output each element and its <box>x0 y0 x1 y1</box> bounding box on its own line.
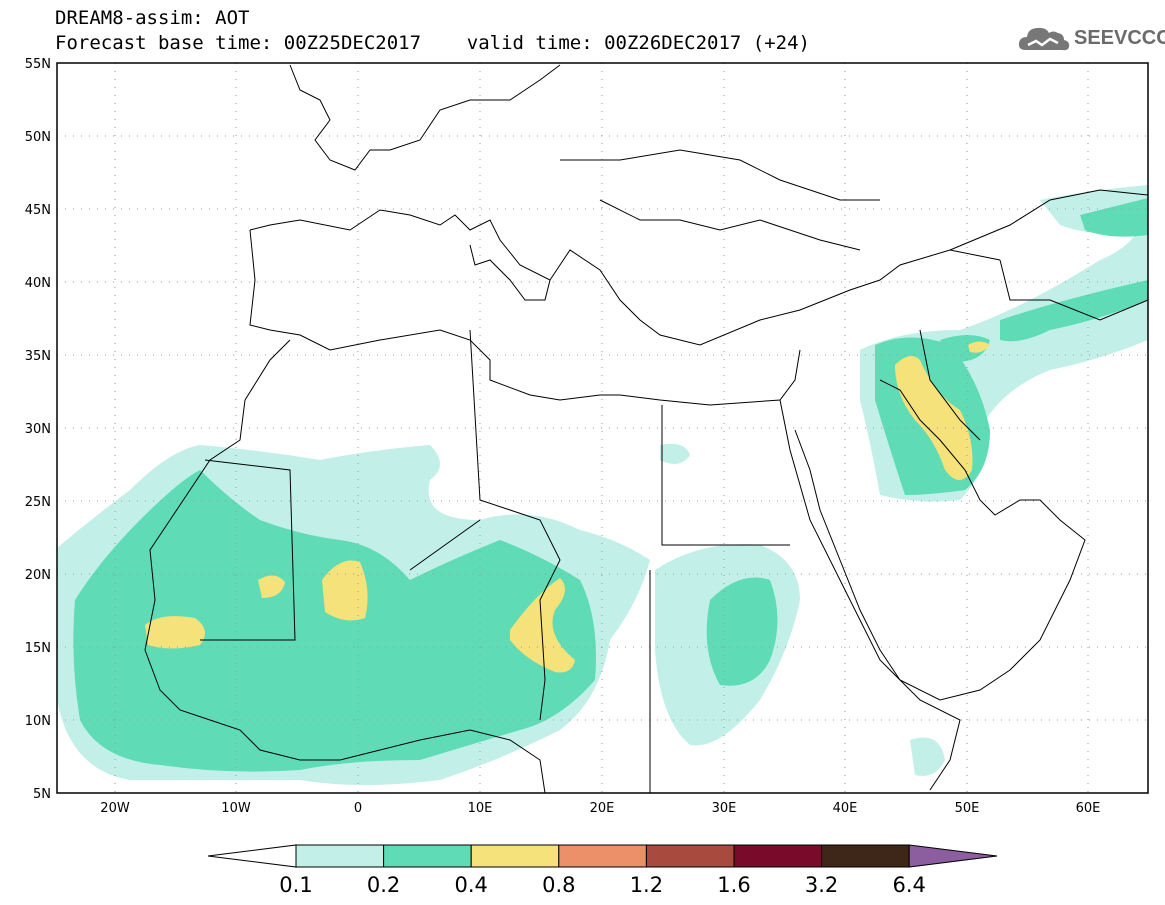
lat-label: 5N <box>33 787 51 802</box>
lat-label: 35N <box>25 349 51 364</box>
lon-label: 30E <box>712 801 737 816</box>
lat-label: 40N <box>25 276 51 291</box>
colorbar-label: 1.2 <box>630 873 663 897</box>
colorbar-label: 0.1 <box>279 873 312 897</box>
lat-label: 25N <box>25 495 51 510</box>
lon-label: 50E <box>955 801 980 816</box>
colorbar-swatch <box>295 844 385 868</box>
colorbar-high-arrow <box>908 844 998 868</box>
cloud-logo-icon <box>1018 27 1070 51</box>
lat-label: 10N <box>25 714 51 729</box>
lat-axis: 55N 50N 45N 40N 35N 30N 25N 20N 15N 10N … <box>25 57 51 802</box>
lon-label: 20E <box>590 801 615 816</box>
logo: SEEVCCC <box>1016 20 1165 60</box>
lon-axis: 20W 10W 0 10E 20E 30E 40E 50E 60E <box>100 801 1100 816</box>
colorbar-low-arrow <box>207 844 297 868</box>
map-frame <box>56 62 1149 794</box>
colorbar-swatch <box>470 844 560 868</box>
lat-label: 15N <box>25 641 51 656</box>
logo-text: SEEVCCC <box>1074 27 1165 49</box>
lat-label: 20N <box>25 568 51 583</box>
colorbar-label: 3.2 <box>805 873 838 897</box>
lat-label: 50N <box>25 130 51 145</box>
colorbar-labels: 0.1 0.2 0.4 0.8 1.2 1.6 3.2 6.4 <box>279 873 926 897</box>
coastlines <box>144 64 1149 794</box>
colorbar-label: 0.8 <box>542 873 575 897</box>
lat-label: 45N <box>25 203 51 218</box>
chart-title: DREAM8-assim: AOT <box>55 7 250 29</box>
colorbar-swatch <box>645 844 735 868</box>
colorbar-swatch <box>558 844 647 868</box>
lon-label: 10W <box>221 801 251 816</box>
colorbar-label: 0.4 <box>454 873 487 897</box>
colorbar-label: 0.2 <box>367 873 400 897</box>
lat-label: 30N <box>25 422 51 437</box>
chart-subtitle: Forecast base time: 00Z25DEC2017 valid t… <box>55 32 810 54</box>
colorbar-swatch <box>821 844 910 868</box>
lon-label: 40E <box>833 801 858 816</box>
lon-label: 60E <box>1076 801 1101 816</box>
lon-label: 10E <box>468 801 493 816</box>
colorbar-label: 1.6 <box>717 873 750 897</box>
colorbar-swatch <box>733 844 823 868</box>
lat-label: 55N <box>25 57 51 72</box>
colorbar <box>207 844 998 868</box>
colorbar-label: 6.4 <box>892 873 925 897</box>
lon-label: 20W <box>100 801 130 816</box>
lon-label: 0 <box>354 801 362 816</box>
colorbar-swatch <box>383 844 472 868</box>
aot-band-0-4 <box>145 341 990 673</box>
